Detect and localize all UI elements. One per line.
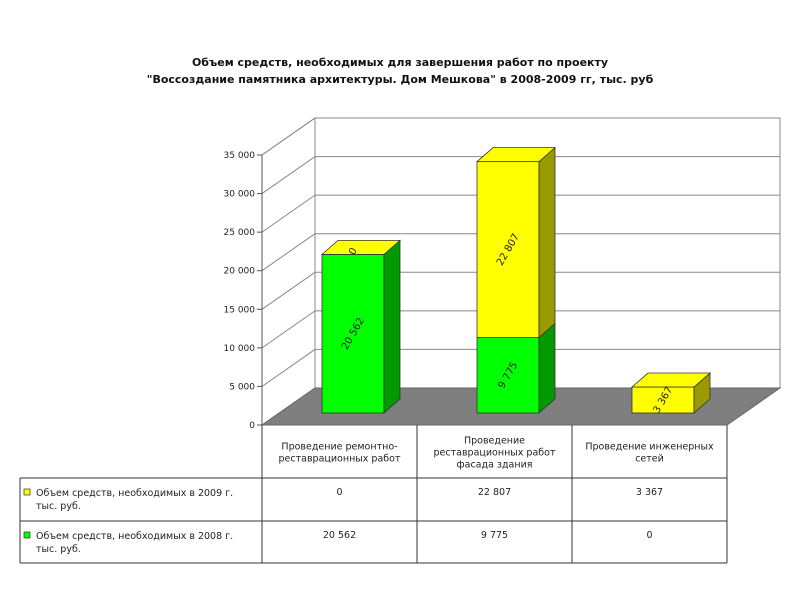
legend-key bbox=[23, 531, 31, 539]
bar-side bbox=[538, 322, 556, 414]
gridline-diagonal bbox=[261, 349, 316, 387]
bar-top bbox=[630, 372, 712, 388]
table-cell: 20 562 bbox=[323, 530, 356, 541]
table-cell: 9 775 bbox=[481, 530, 508, 541]
bar-side bbox=[538, 146, 556, 339]
legend-label: Объем средств, необходимых в 2009 г. bbox=[36, 488, 233, 499]
y-tick-label: 10 000 bbox=[224, 344, 256, 354]
category-label: Проведение bbox=[464, 436, 525, 447]
gridline-diagonal bbox=[261, 117, 316, 156]
category-label: Проведение инженерных bbox=[585, 442, 714, 453]
gridline-diagonal bbox=[261, 194, 316, 233]
chart-title-line-2: "Воссоздание памятника архитектуры. Дом … bbox=[146, 73, 654, 86]
side-wall bbox=[261, 117, 316, 426]
legend-label: тыс. руб. bbox=[36, 544, 81, 555]
bar-front bbox=[476, 337, 540, 414]
y-tick-label: 35 000 bbox=[224, 151, 256, 161]
chart-title: Объем средств, необходимых для завершени… bbox=[0, 54, 800, 88]
category-label: сетей bbox=[635, 454, 664, 465]
y-tick-label: 15 000 bbox=[224, 305, 256, 315]
bar-front bbox=[321, 253, 385, 414]
bar-top bbox=[320, 239, 402, 255]
data-label: 0 bbox=[347, 246, 360, 257]
legend-key bbox=[23, 488, 31, 496]
legend-label: тыс. руб. bbox=[36, 501, 81, 512]
table-cell: 3 367 bbox=[636, 487, 663, 498]
table-cell: 22 807 bbox=[478, 487, 511, 498]
gridline-diagonal bbox=[261, 310, 316, 349]
category-label: фасада здания bbox=[457, 460, 533, 471]
gridline-diagonal bbox=[261, 271, 316, 310]
bar-top bbox=[475, 147, 557, 163]
y-tick-label: 5 000 bbox=[229, 382, 255, 392]
data-table: Проведение ремонтно-реставрационных рабо… bbox=[19, 425, 728, 564]
legend-label: Объем средств, необходимых в 2008 г. bbox=[36, 531, 233, 542]
category-label: Проведение ремонтно- bbox=[281, 442, 397, 453]
bar-side bbox=[383, 239, 401, 414]
y-tick-label: 25 000 bbox=[224, 228, 256, 238]
y-tick-label: 30 000 bbox=[224, 190, 256, 200]
gridline-diagonal bbox=[261, 156, 316, 194]
y-tick-label: 20 000 bbox=[224, 267, 256, 277]
y-tick-label: 0 bbox=[249, 421, 255, 431]
bar-front bbox=[476, 161, 540, 338]
category-label: реставрационных работ bbox=[434, 448, 556, 459]
chart-title-line-1: Объем средств, необходимых для завершени… bbox=[191, 56, 609, 69]
category-label: реставрационных работ bbox=[279, 454, 401, 465]
gridline-diagonal bbox=[261, 233, 316, 272]
table-cell: 0 bbox=[336, 487, 342, 498]
bar-front bbox=[631, 386, 695, 414]
table-cell: 0 bbox=[646, 530, 652, 541]
